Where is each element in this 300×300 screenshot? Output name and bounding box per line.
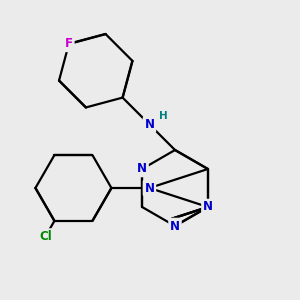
Text: N: N bbox=[170, 220, 180, 232]
Text: Cl: Cl bbox=[39, 230, 52, 243]
Text: H: H bbox=[159, 112, 168, 122]
Text: N: N bbox=[203, 200, 213, 214]
Text: N: N bbox=[137, 163, 147, 176]
Text: F: F bbox=[65, 38, 73, 50]
Text: N: N bbox=[145, 118, 154, 131]
Text: N: N bbox=[144, 182, 154, 194]
